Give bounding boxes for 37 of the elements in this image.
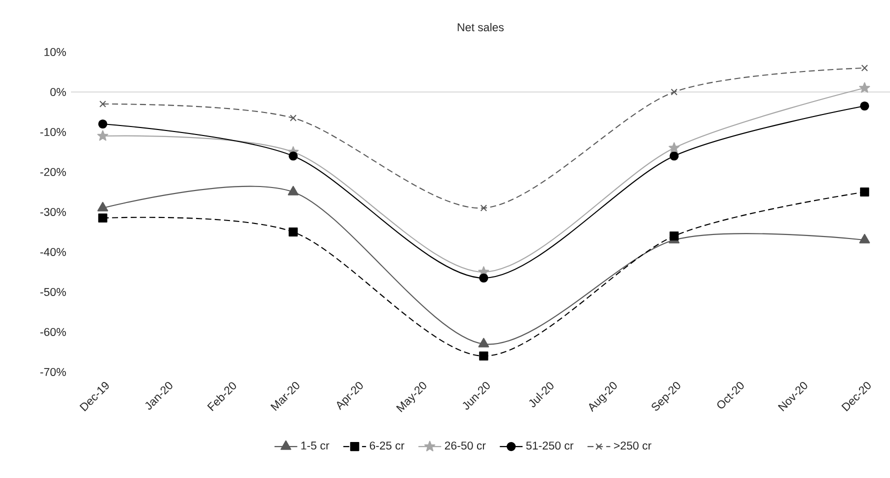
point bbox=[98, 119, 108, 129]
chart-title: Net sales bbox=[458, 22, 504, 32]
point bbox=[479, 273, 488, 283]
point bbox=[290, 114, 297, 122]
point bbox=[97, 130, 108, 141]
y-tick-label: -70% bbox=[40, 368, 66, 376]
legend-label: 1-5 cr bbox=[301, 442, 330, 450]
point bbox=[670, 88, 678, 96]
legend-label: 6-25 cr bbox=[370, 442, 404, 450]
point bbox=[668, 142, 680, 153]
y-tick-label: -40% bbox=[40, 248, 66, 256]
y-tick-label: -20% bbox=[40, 168, 66, 176]
point bbox=[670, 231, 679, 241]
point bbox=[97, 202, 108, 212]
legend-label: >250 cr bbox=[614, 442, 652, 450]
y-tick-label: -10% bbox=[40, 128, 66, 136]
point bbox=[860, 101, 870, 111]
point bbox=[99, 100, 106, 108]
point bbox=[861, 64, 868, 72]
y-tick-label: -50% bbox=[40, 288, 66, 296]
point bbox=[478, 338, 490, 348]
point bbox=[288, 151, 298, 161]
point bbox=[479, 351, 488, 361]
y-tick-label: 10% bbox=[44, 48, 66, 56]
point bbox=[98, 213, 108, 223]
point bbox=[480, 204, 488, 212]
point bbox=[860, 187, 870, 197]
y-tick-label: 0% bbox=[50, 88, 66, 96]
point bbox=[859, 82, 870, 93]
legend-label: 51-250 cr bbox=[526, 442, 574, 450]
point bbox=[670, 151, 679, 161]
legend-label: 26-50 cr bbox=[444, 442, 486, 450]
y-tick-label: -60% bbox=[40, 328, 66, 336]
point bbox=[288, 227, 298, 237]
point bbox=[859, 234, 870, 244]
point bbox=[288, 186, 299, 196]
y-tick-label: -30% bbox=[40, 208, 66, 216]
